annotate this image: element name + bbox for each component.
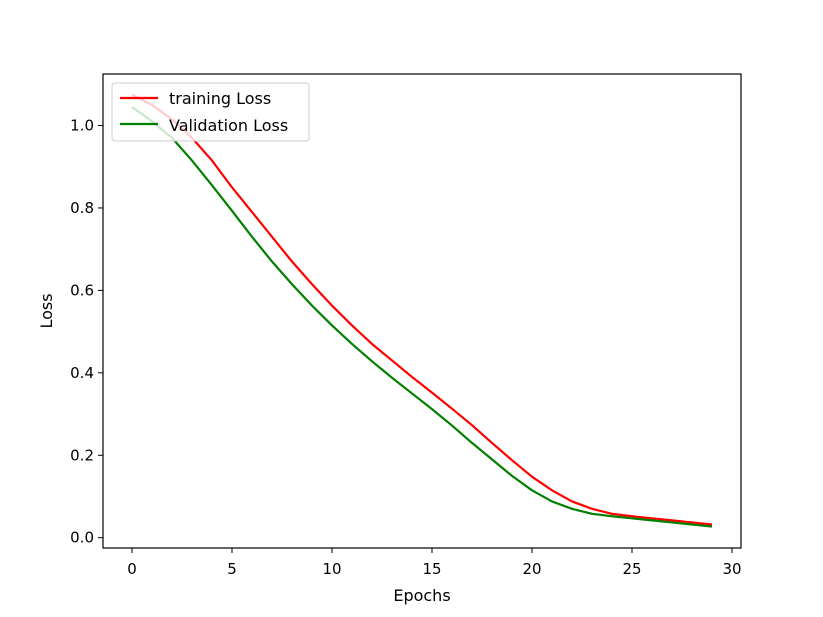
- x-tick-label: 25: [622, 560, 641, 578]
- series-line-training-loss: [131, 93, 713, 526]
- y-tick-label: 0.4: [70, 364, 94, 382]
- y-tick-label: 0.8: [70, 199, 94, 217]
- y-tick-label: 0.2: [70, 446, 94, 464]
- x-axis-label: Epochs: [393, 586, 450, 605]
- x-tick-label: 0: [127, 560, 137, 578]
- y-tick-label: 0.6: [70, 281, 94, 299]
- x-axis: 0 5 10 15 20 25 30: [127, 548, 742, 578]
- series-line-validation-loss: [131, 106, 713, 528]
- y-axis: 0.0 0.2 0.4 0.6 0.8 1.0: [70, 117, 103, 547]
- legend-box: [111, 82, 310, 142]
- x-tick-label: 30: [722, 560, 741, 578]
- series-lines: [131, 93, 713, 528]
- y-tick-label: 0.0: [70, 529, 94, 547]
- plot-area-frame: [102, 73, 742, 549]
- x-tick-label: 5: [227, 560, 237, 578]
- legend-label-training-loss: training Loss: [169, 89, 271, 108]
- legend: training Loss Validation Loss: [111, 82, 310, 142]
- x-tick-label: 20: [522, 560, 541, 578]
- y-tick-label: 1.0: [70, 117, 94, 135]
- x-tick-label: 10: [322, 560, 341, 578]
- y-axis-label: Loss: [37, 293, 56, 328]
- legend-label-validation-loss: Validation Loss: [169, 116, 288, 135]
- x-tick-label: 15: [422, 560, 441, 578]
